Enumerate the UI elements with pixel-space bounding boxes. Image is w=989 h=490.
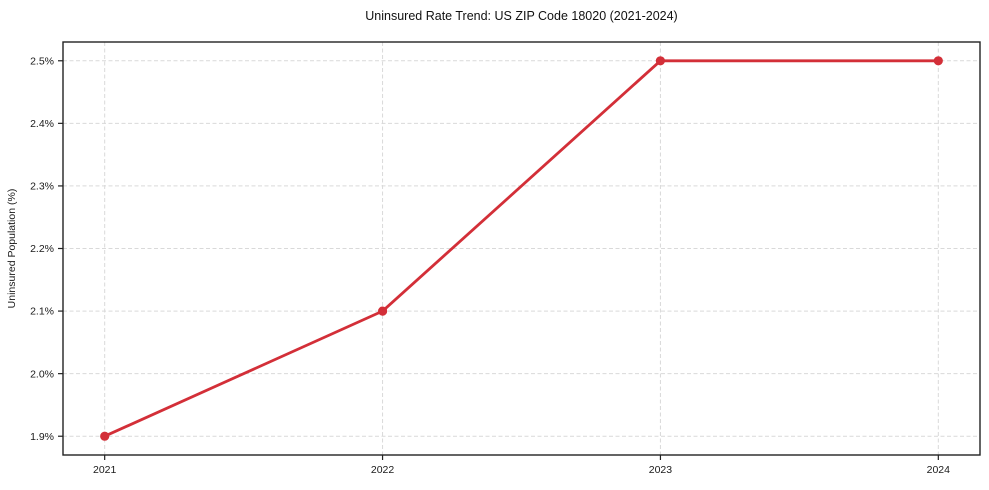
x-tick-labels: 2021 2022 2023 2024 [93, 464, 950, 476]
axis-ticks [58, 60, 939, 460]
y-tick-label: 2.5% [30, 55, 54, 67]
x-tick-label: 2021 [93, 464, 117, 476]
y-tick-label: 2.0% [30, 368, 54, 380]
data-line [103, 59, 940, 438]
y-axis-label: Uninsured Population (%) [6, 189, 18, 309]
y-tick-label: 1.9% [30, 431, 54, 443]
x-tick-label: 2024 [927, 464, 951, 476]
y-tick-labels: 1.9% 2.0% 2.1% 2.2% 2.3% 2.4% 2.5% [30, 55, 54, 442]
x-tick-label: 2023 [649, 464, 673, 476]
y-tick-label: 2.1% [30, 306, 54, 318]
data-point [655, 56, 666, 66]
y-tick-label: 2.2% [30, 243, 54, 255]
data-point [933, 56, 943, 66]
data-point [100, 431, 110, 441]
chart-title: Uninsured Rate Trend: US ZIP Code 18020 … [365, 9, 677, 23]
data-markers [100, 56, 943, 441]
y-tick-label: 2.3% [30, 181, 54, 193]
x-tick-label: 2022 [371, 464, 395, 476]
data-point [378, 306, 388, 316]
y-tick-label: 2.4% [30, 118, 54, 130]
plot-border [62, 41, 981, 456]
